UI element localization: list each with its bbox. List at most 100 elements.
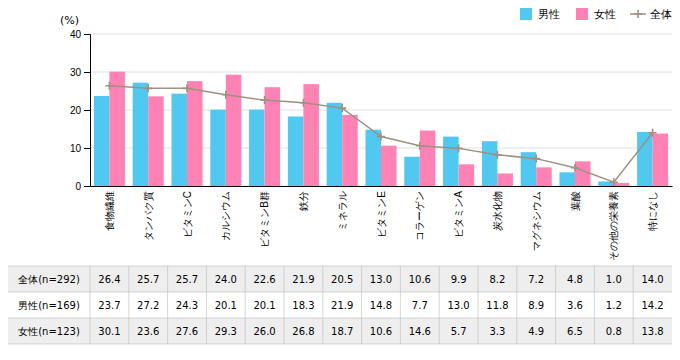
table-cell: [90, 292, 129, 318]
table-rule: [128, 266, 129, 344]
line: [109, 86, 652, 183]
table-value: 21.9: [331, 300, 353, 311]
table-rule: [8, 344, 672, 345]
tick-label: 20: [70, 105, 82, 116]
table-rule: [8, 266, 672, 267]
tick-label: ビタミンB群: [259, 191, 270, 248]
legend: 男性女性全体: [520, 8, 672, 21]
bar: [637, 132, 653, 186]
table-cell: [245, 292, 284, 318]
table-row-label: 全体(n=292): [18, 274, 80, 285]
bar: [536, 167, 552, 186]
table-value: 4.8: [567, 274, 583, 285]
tick: カルシウム: [220, 191, 231, 241]
tick-label: カルシウム: [220, 191, 231, 241]
table-cell: [556, 266, 595, 292]
bar: [94, 96, 110, 186]
table-row: [8, 292, 672, 318]
table-value: 4.9: [528, 326, 544, 337]
tick-label: 40: [70, 29, 82, 40]
table-value: 18.3: [292, 300, 314, 311]
table-cell: [323, 292, 362, 318]
table-value: 20.5: [331, 274, 353, 285]
tick-mark: [84, 148, 90, 149]
legend-label: 全体: [650, 8, 672, 21]
bar: [497, 173, 513, 186]
table-value: 14.8: [370, 300, 392, 311]
table-cell: [633, 292, 672, 318]
tick-label: ビタミンE: [376, 191, 387, 238]
table-cell: [594, 318, 633, 344]
table-cell: [206, 292, 245, 318]
table-rule: [322, 266, 323, 344]
legend-swatch: [634, 10, 642, 18]
marker: [493, 151, 501, 159]
table-value: 24.3: [176, 300, 198, 311]
bar: [404, 157, 420, 186]
tick-mark: [84, 110, 90, 111]
table-cell: [206, 266, 245, 292]
bar: [381, 146, 397, 186]
grid: [90, 34, 672, 186]
table-value: 25.7: [137, 274, 159, 285]
tick-label: その他の栄養素: [608, 191, 619, 261]
table-value: 30.1: [98, 326, 120, 337]
tick: ビタミンC: [182, 191, 193, 238]
legend-item: 全体: [630, 8, 672, 21]
table-value: 9.9: [451, 274, 467, 285]
table-rule: [594, 266, 595, 344]
table-row-label: 男性(n=169): [18, 300, 80, 311]
tick-mark: [84, 34, 90, 35]
bar: [171, 94, 187, 186]
table-value: 18.7: [331, 326, 353, 337]
tick: 鉄分: [298, 191, 309, 211]
table-row: [8, 318, 672, 344]
bar: [614, 183, 630, 186]
table-value: 23.6: [137, 326, 159, 337]
table-value: 11.8: [486, 300, 508, 311]
table-cell: [400, 318, 439, 344]
table-value: 27.2: [137, 300, 159, 311]
marker: [377, 133, 385, 141]
axis-line: [84, 35, 91, 187]
bar: [327, 103, 343, 186]
tick-label: 30: [70, 67, 82, 78]
table-cell: [362, 318, 401, 344]
table-cell: [284, 318, 323, 344]
table-cell: [633, 266, 672, 292]
table: 全体(n=292)26.425.725.724.022.621.920.513.…: [8, 266, 672, 344]
marker: [455, 144, 463, 152]
bar: [575, 161, 591, 186]
legend-item: 女性: [576, 8, 616, 21]
axis-line: [91, 186, 673, 187]
table-value: 3.3: [489, 326, 505, 337]
tick-label: 食物繊維: [104, 191, 115, 231]
tick: ビタミンE: [376, 191, 387, 238]
tick-label: ビタミンA: [453, 191, 464, 238]
marker: [222, 91, 230, 99]
tick: 特になし: [647, 191, 658, 231]
tick: 30: [70, 67, 90, 78]
table-rule: [8, 292, 672, 293]
table-cell: [517, 266, 556, 292]
table-cell: [129, 292, 168, 318]
table-cell: [245, 266, 284, 292]
tick: ビタミンA: [453, 191, 464, 238]
table-value: 3.6: [567, 300, 583, 311]
bar: [653, 134, 669, 186]
marker: [532, 155, 540, 163]
table-cell: [478, 266, 517, 292]
tick: マグネシウム: [531, 191, 542, 251]
marker: [416, 142, 424, 150]
marker: [610, 178, 618, 186]
bar: [559, 172, 575, 186]
table-cell: [478, 318, 517, 344]
table-rule: [361, 266, 362, 344]
tick: 20: [70, 105, 90, 116]
table-cell: [129, 266, 168, 292]
table-value: 26.8: [292, 326, 314, 337]
bar: [288, 116, 304, 186]
bar: [303, 84, 319, 186]
table-rule: [284, 266, 285, 344]
table-cell: [439, 318, 478, 344]
